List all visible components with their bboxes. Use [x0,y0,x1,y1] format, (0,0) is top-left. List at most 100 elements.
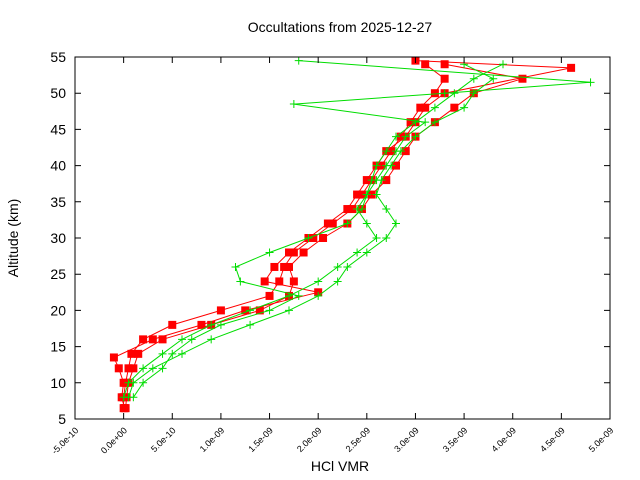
data-point-plus [353,248,362,257]
series-1-profile-2-line [123,63,504,398]
data-point-square [421,103,430,112]
data-point-square [328,219,337,228]
data-point-square [285,248,293,257]
data-point-square [396,132,405,141]
data-point-plus [367,176,376,185]
data-point-plus [129,393,138,402]
data-point-plus [411,132,420,141]
data-point-square [114,364,123,373]
y-axis-label: Altitude (km) [5,199,21,278]
data-point-plus [392,147,400,156]
data-point-square [285,262,293,271]
data-point-square [387,147,396,156]
y-tick-label: 45 [50,121,66,137]
data-point-plus [401,132,410,141]
data-point-square [280,262,289,271]
data-point-plus [362,248,371,257]
data-point-plus [139,364,148,373]
data-point-square [440,60,449,69]
data-point-square [168,320,177,329]
data-point-plus [430,103,439,112]
data-point-square [518,74,527,83]
data-point-plus [207,335,216,344]
data-point-square [299,248,308,257]
data-point-square [127,349,136,358]
data-point-square [319,234,328,242]
x-tick-label: 1.0e-09 [198,425,227,454]
data-point-plus [392,132,400,141]
data-point-plus [392,219,400,228]
data-point-square [289,248,298,257]
y-tick-label: 5 [58,411,66,427]
x-axis-label: HCl VMR [311,458,369,474]
data-point-plus [586,78,595,87]
data-point-plus [372,190,381,199]
data-point-plus [333,277,342,286]
data-point-plus [382,205,391,214]
y-tick-label: 50 [50,85,66,101]
data-point-square [406,118,415,127]
data-point-plus [353,205,362,214]
data-point-square [255,306,264,315]
data-point-square [353,190,362,199]
data-point-plus [178,349,186,358]
data-point-square [343,205,352,214]
data-point-plus [265,306,274,315]
data-point-plus [304,234,313,242]
data-point-plus [362,219,371,228]
data-point-plus [119,393,128,402]
data-point-square [124,364,133,373]
data-point-square [134,349,143,358]
x-tick-label: 4.5e-09 [538,425,567,454]
plot-area [109,56,595,413]
chart-title: Occultations from 2025-12-27 [248,19,433,35]
y-tick-label: 10 [50,375,66,391]
y-tick-label: 40 [50,158,66,174]
data-point-square [348,205,357,214]
data-point-square [430,89,439,98]
x-tick-label: 3.0e-09 [392,425,421,454]
data-point-square [362,176,371,185]
data-point-plus [382,234,391,242]
data-point-plus [148,364,157,373]
x-tick-label: -5.0e-10 [50,425,81,456]
data-point-plus [469,74,478,83]
data-point-square [216,306,225,315]
data-point-plus [246,306,255,315]
data-point-plus [158,364,167,373]
data-point-plus [187,335,196,344]
data-point-plus [124,378,133,387]
y-tick-label: 20 [50,302,66,318]
data-point-plus [421,118,430,127]
y-tick-label: 15 [50,339,66,355]
data-point-square [275,277,284,286]
data-point-square [197,320,206,329]
x-tick-label: 2.5e-09 [344,425,373,454]
series-0-profile-0-line [123,63,446,409]
data-point-plus [362,190,371,199]
data-point-plus [382,147,391,156]
data-point-plus [289,100,298,109]
data-point-plus [216,320,225,329]
data-point-plus [450,89,459,98]
data-point-plus [372,161,381,170]
data-point-plus [411,118,420,127]
data-point-square [416,103,425,112]
data-point-square [567,63,576,72]
data-point-square [309,234,318,242]
data-point-square [357,190,366,199]
data-point-square [120,404,129,413]
data-point-square [260,277,269,286]
x-tick-label: 0.0e+00 [99,425,129,455]
data-point-plus [168,349,177,358]
data-point-plus [246,320,255,329]
data-point-square [323,219,332,228]
data-point-plus [265,248,274,257]
data-point-plus [294,56,303,65]
data-point-square [119,378,128,387]
data-point-plus [440,89,449,98]
data-point-plus [285,291,293,300]
data-point-square [148,335,157,344]
data-point-plus [231,262,240,271]
